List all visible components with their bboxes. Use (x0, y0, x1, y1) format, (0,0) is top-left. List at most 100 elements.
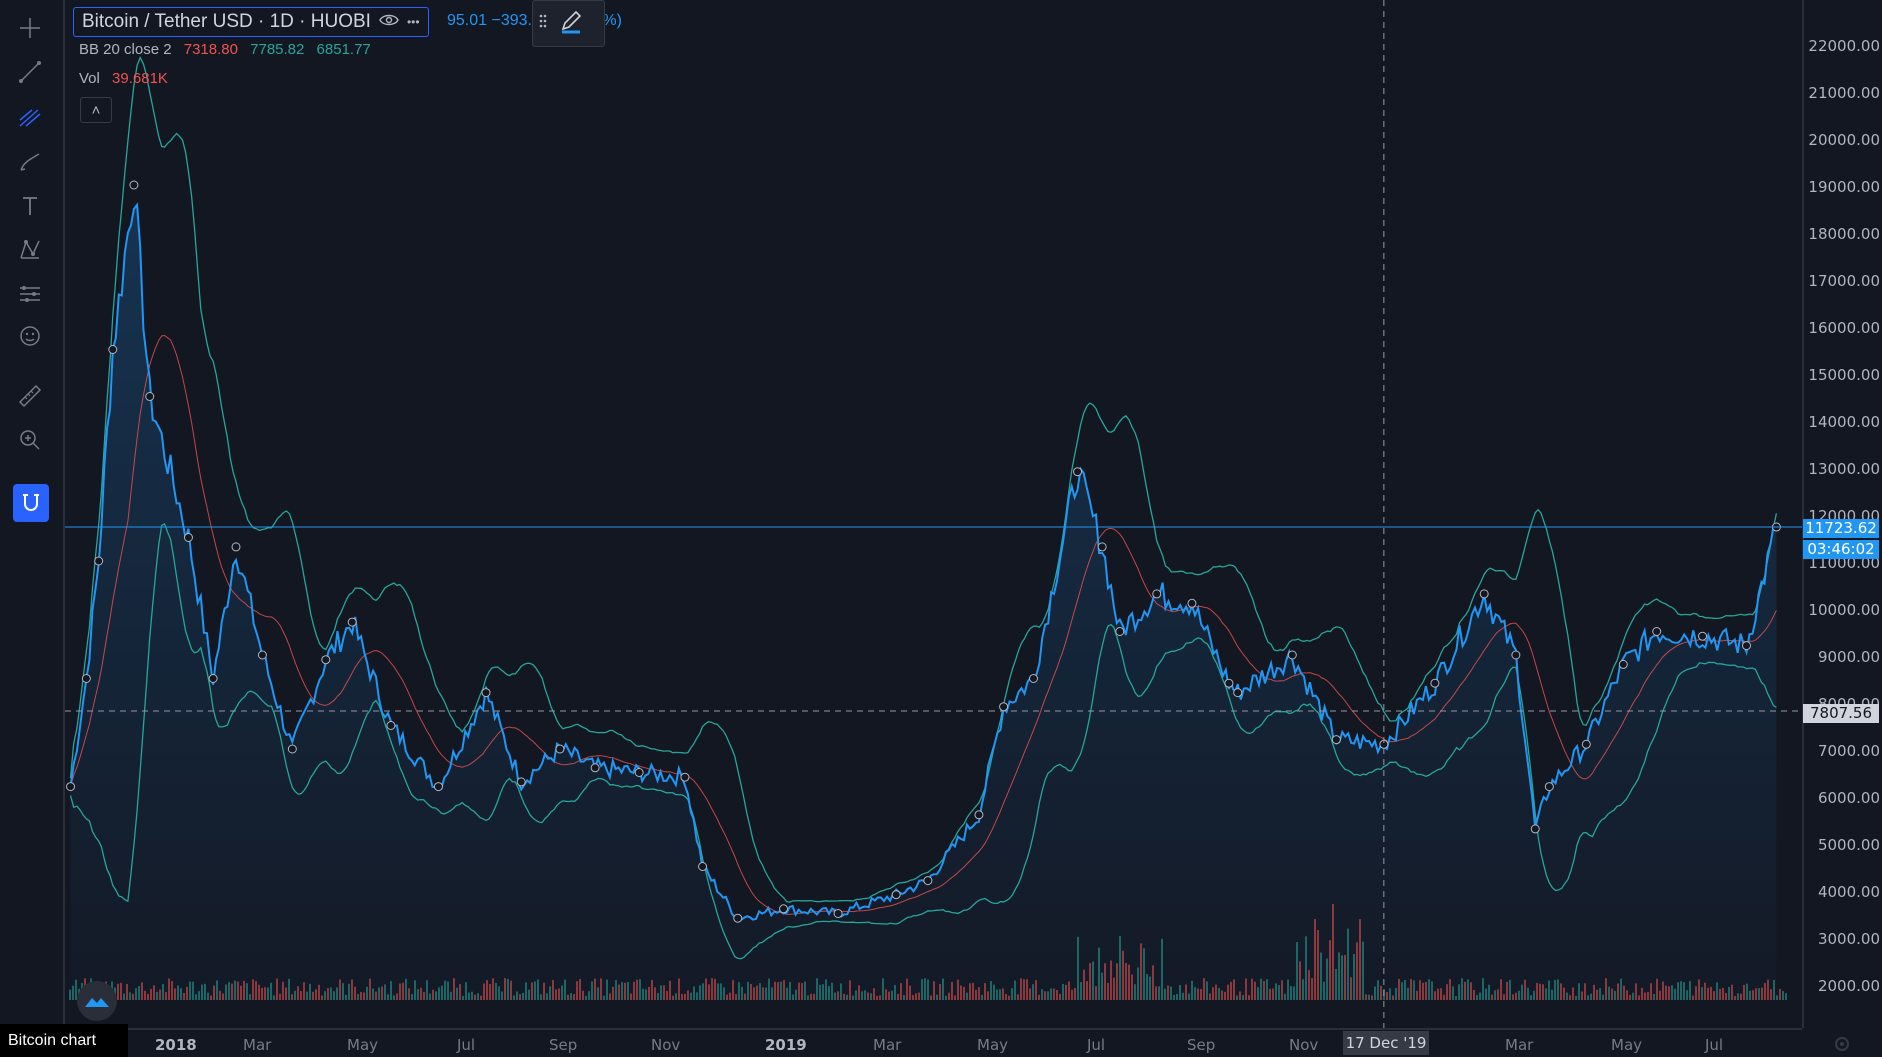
data-point-marker (108, 345, 118, 354)
data-point-marker (590, 763, 600, 773)
volume-bar (576, 981, 578, 1000)
volume-bar (1746, 983, 1748, 1000)
symbol-legend[interactable]: Bitcoin / Tether USD · 1D · HUOBI ••• (73, 7, 429, 37)
volume-bar (1512, 994, 1514, 1000)
price-tick-label: 15000.00 (1808, 366, 1880, 384)
volume-bar (903, 994, 905, 1000)
volume-bar (1596, 989, 1598, 1000)
volume-bar (1551, 989, 1553, 1000)
volume-bar (1101, 972, 1103, 1000)
volume-bar (522, 992, 524, 1000)
volume-bar (984, 983, 986, 1000)
eye-icon[interactable] (379, 11, 399, 33)
volume-bar (915, 993, 917, 1000)
settings-gear-icon[interactable] (1832, 1034, 1852, 1054)
fib-icon[interactable] (12, 100, 48, 136)
volume-bar (1623, 985, 1625, 1000)
bb-lower-value: 6851.77 (316, 41, 371, 58)
crosshair-icon[interactable] (12, 10, 48, 46)
volume-bar (1389, 988, 1391, 1000)
volume-bar (1263, 981, 1265, 1000)
trend-line-icon[interactable] (12, 54, 48, 90)
volume-bar (834, 992, 836, 1000)
volume-bar (1422, 982, 1424, 1000)
forecast-icon[interactable] (12, 276, 48, 312)
volume-bar (1458, 984, 1460, 1000)
volume-bar (1776, 995, 1778, 1000)
volume-bar (1563, 987, 1565, 1000)
volume-bar (171, 981, 173, 1000)
volume-bar (312, 991, 314, 1000)
text-icon[interactable] (12, 188, 48, 224)
volume-bar (408, 988, 410, 1000)
volume-bar (768, 978, 770, 1000)
volume-bar (210, 995, 212, 1000)
volume-bar (648, 986, 650, 1000)
volume-bar (1407, 987, 1409, 1000)
volume-bar (1320, 952, 1322, 1000)
data-point-marker (1152, 589, 1162, 599)
pattern-icon[interactable] (12, 232, 48, 268)
ruler-icon[interactable] (12, 378, 48, 414)
volume-bar (738, 982, 740, 1000)
volume-bar (966, 992, 968, 1000)
bb-legend[interactable]: BB 20 close 2 7318.80 7785.82 6851.77 (79, 41, 379, 58)
volume-bar (273, 995, 275, 1000)
volume-bar (1335, 968, 1337, 1000)
volume-bar (1488, 984, 1490, 1000)
volume-bar (498, 986, 500, 1000)
drag-handle-icon[interactable] (539, 13, 547, 34)
volume-bar (1170, 986, 1172, 1000)
volume-bar (255, 981, 257, 1000)
volume-bar (621, 982, 623, 1000)
time-tick-label: Nov (1289, 1036, 1319, 1054)
price-axis[interactable]: 22000.00 21000.00 20000.00 19000.00 18000.00… (1802, 0, 1882, 1028)
bb-basis-line (70, 334, 1777, 915)
data-point-marker (321, 655, 331, 665)
volume-bar (378, 987, 380, 1000)
volume-bar (195, 994, 197, 1000)
collapse-legend-button[interactable]: ˄ (80, 97, 112, 123)
volume-bar (120, 982, 122, 1000)
chart-canvas[interactable] (65, 0, 1802, 1028)
volume-bar (1347, 928, 1349, 1000)
emoji-icon[interactable] (12, 318, 48, 354)
volume-bar (276, 978, 278, 1000)
volume-bar (243, 980, 245, 1000)
volume-bar (219, 990, 221, 1000)
pencil-icon[interactable] (557, 7, 585, 40)
volume-bar (1707, 987, 1709, 1000)
brush-icon[interactable] (12, 144, 48, 180)
volume-bar (156, 991, 158, 1000)
volume-bar (1308, 970, 1310, 1000)
volume-bar (204, 983, 206, 1000)
volume-bar (711, 978, 713, 1000)
volume-bar (1674, 988, 1676, 1000)
volume-bar (459, 984, 461, 1000)
volume-bar (1743, 985, 1745, 1000)
volume-bar (318, 984, 320, 1000)
tradingview-logo-icon[interactable] (77, 981, 117, 1021)
time-axis[interactable]: 2018 Mar May Jul Sep Nov 2019 Mar May Jul Sep Nov Ma… (65, 1028, 1802, 1057)
volume-bar (564, 979, 566, 1000)
volume-bar (216, 980, 218, 1000)
volume-bar (1230, 981, 1232, 1000)
floating-drawing-toolbar[interactable] (532, 0, 605, 47)
magnet-icon[interactable] (13, 484, 49, 522)
volume-bar (357, 994, 359, 1000)
data-point-marker (129, 180, 139, 190)
volume-bar (1104, 963, 1106, 1000)
vol-legend[interactable]: Vol 39.681K (79, 70, 176, 87)
volume-bar (702, 983, 704, 1000)
volume-bar (1584, 983, 1586, 1000)
price-chart[interactable] (65, 0, 1802, 1028)
volume-bar (519, 994, 521, 1000)
volume-bar (426, 980, 428, 1000)
volume-bar (570, 993, 572, 1000)
volume-bar (1182, 992, 1184, 1000)
zoom-icon[interactable] (12, 422, 48, 458)
volume-bar (126, 983, 128, 1000)
volume-bar (1215, 984, 1217, 1000)
volume-bar (297, 986, 299, 1000)
more-icon[interactable]: ••• (406, 15, 420, 29)
